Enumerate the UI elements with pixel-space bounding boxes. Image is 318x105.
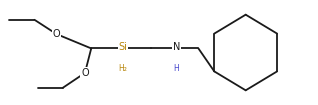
Text: O: O [81, 68, 89, 78]
Text: N: N [173, 42, 180, 52]
Text: H₂: H₂ [118, 64, 127, 73]
Text: O: O [53, 29, 60, 39]
Text: H: H [173, 64, 179, 73]
Text: Si: Si [118, 42, 127, 52]
